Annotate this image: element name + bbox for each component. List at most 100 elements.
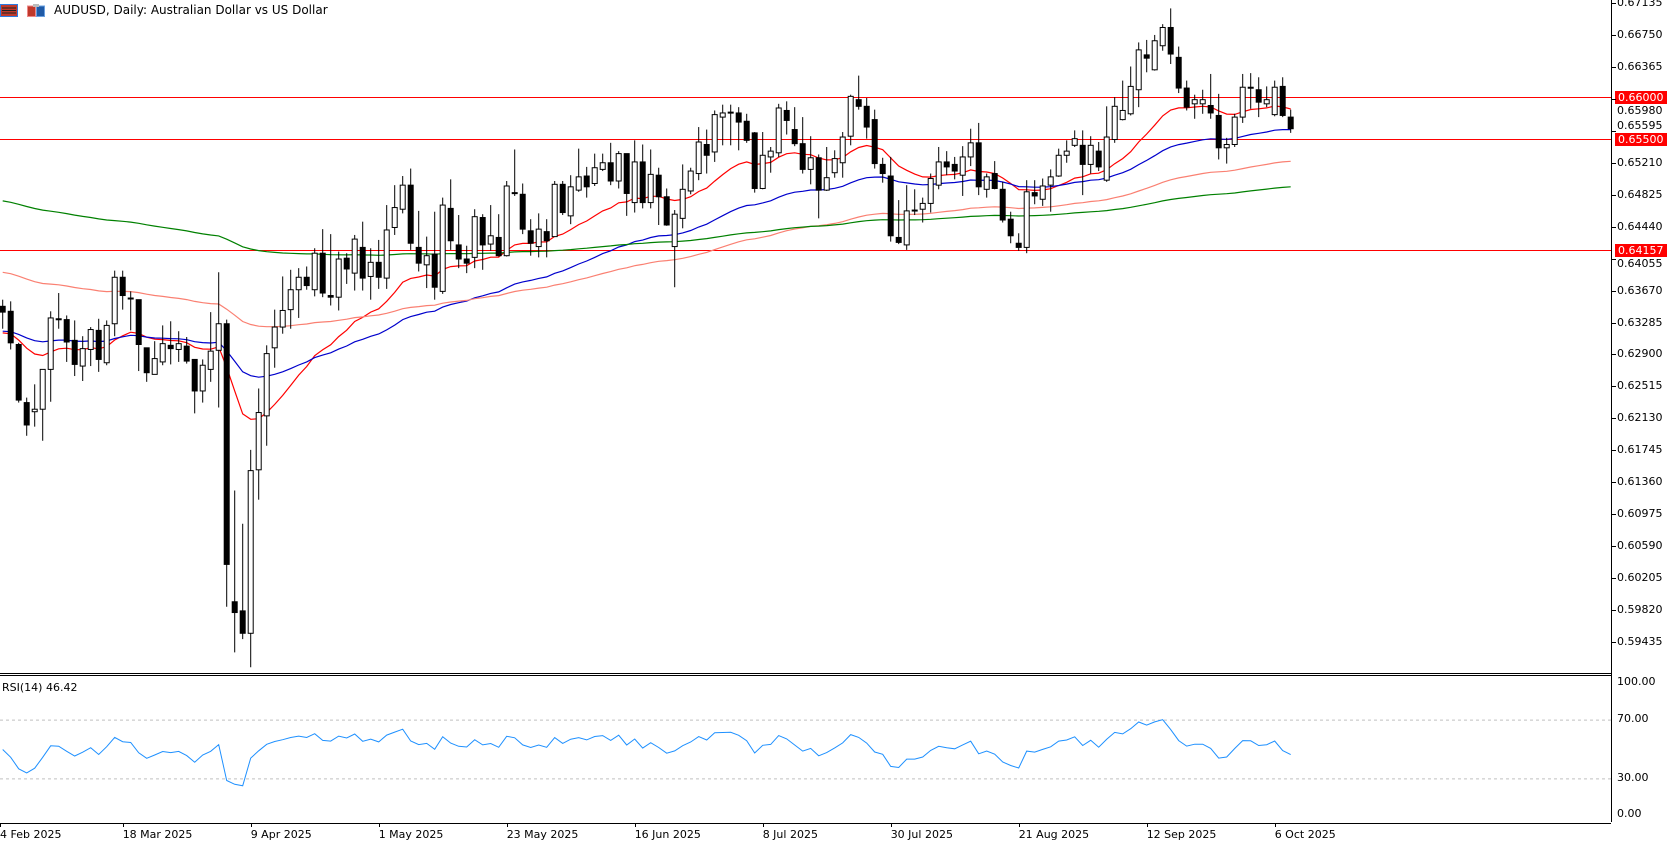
candle[interactable] — [1151, 34, 1158, 71]
candle[interactable] — [807, 136, 814, 185]
candle[interactable] — [367, 248, 374, 300]
candle[interactable] — [751, 132, 758, 193]
candle[interactable] — [479, 214, 486, 270]
candle[interactable] — [7, 301, 14, 350]
candle[interactable] — [1271, 80, 1278, 117]
candle[interactable] — [791, 107, 798, 147]
candle[interactable] — [959, 146, 966, 196]
candle[interactable] — [383, 205, 390, 289]
candle[interactable] — [551, 181, 558, 238]
rsi-pane[interactable]: RSI(14) 46.42 — [0, 675, 1611, 824]
candle[interactable] — [335, 251, 342, 311]
candle[interactable] — [591, 153, 598, 186]
candle[interactable] — [1063, 140, 1070, 163]
candle[interactable] — [911, 189, 918, 216]
candle[interactable] — [679, 164, 686, 229]
candle[interactable] — [311, 248, 318, 297]
candle[interactable] — [1095, 142, 1102, 172]
candle[interactable] — [847, 94, 854, 146]
menu-icon[interactable] — [0, 3, 18, 17]
candle[interactable] — [1007, 211, 1014, 244]
candle[interactable] — [991, 161, 998, 190]
candle[interactable] — [919, 197, 926, 223]
candle[interactable] — [783, 101, 790, 135]
candle[interactable] — [199, 359, 206, 403]
candle[interactable] — [55, 293, 62, 329]
candle[interactable] — [79, 336, 86, 382]
candle[interactable] — [31, 384, 38, 427]
candle[interactable] — [567, 175, 574, 225]
candle[interactable] — [799, 117, 806, 174]
candle[interactable] — [607, 142, 614, 186]
candle[interactable] — [943, 151, 950, 176]
candle[interactable] — [1175, 46, 1182, 94]
candle[interactable] — [1087, 136, 1094, 174]
candle[interactable] — [759, 132, 766, 190]
candle[interactable] — [399, 176, 406, 214]
candle[interactable] — [687, 167, 694, 195]
candle[interactable] — [951, 156, 958, 180]
candle[interactable] — [63, 315, 70, 362]
candle[interactable] — [159, 325, 166, 366]
candle[interactable] — [543, 219, 550, 258]
candle[interactable] — [215, 272, 222, 408]
candle[interactable] — [135, 299, 142, 372]
candle[interactable] — [1135, 42, 1142, 108]
candle[interactable] — [1231, 113, 1238, 147]
candle[interactable] — [1167, 8, 1174, 64]
candle[interactable] — [359, 221, 366, 291]
candle[interactable] — [695, 127, 702, 181]
candle[interactable] — [615, 151, 622, 189]
candle[interactable] — [423, 236, 430, 289]
candle[interactable] — [511, 149, 518, 196]
candle[interactable] — [1015, 233, 1022, 251]
candle[interactable] — [1159, 24, 1166, 51]
candle[interactable] — [719, 104, 726, 146]
candle[interactable] — [1247, 73, 1254, 109]
candle[interactable] — [1111, 97, 1118, 143]
candle[interactable] — [967, 128, 974, 167]
candle[interactable] — [103, 320, 110, 366]
candle[interactable] — [439, 197, 446, 294]
one-click-trading-icon[interactable] — [27, 3, 45, 17]
candle[interactable] — [1279, 77, 1286, 118]
candle[interactable] — [1103, 106, 1110, 182]
candle[interactable] — [535, 213, 542, 258]
candle[interactable] — [1287, 109, 1294, 133]
candle[interactable] — [47, 311, 54, 402]
candle[interactable] — [463, 245, 470, 274]
candle[interactable] — [639, 144, 646, 209]
date-axis[interactable]: 4 Feb 2025 18 Mar 2025 9 Apr 2025 1 May 202… — [0, 823, 1611, 845]
candle[interactable] — [999, 181, 1006, 223]
candle[interactable] — [743, 113, 750, 143]
candle[interactable] — [1263, 86, 1270, 108]
candle[interactable] — [503, 181, 510, 257]
candle[interactable] — [431, 211, 438, 300]
candle[interactable] — [247, 449, 254, 668]
candle[interactable] — [95, 318, 102, 372]
candle[interactable] — [455, 215, 462, 269]
candle[interactable] — [471, 209, 478, 269]
candle[interactable] — [167, 321, 174, 365]
candle[interactable] — [183, 337, 190, 364]
candle[interactable] — [527, 219, 534, 256]
candle[interactable] — [1223, 137, 1230, 164]
candle[interactable] — [855, 75, 862, 110]
candle[interactable] — [519, 183, 526, 235]
candle[interactable] — [87, 327, 94, 367]
candle[interactable] — [127, 291, 134, 331]
candle[interactable] — [319, 229, 326, 298]
candle[interactable] — [1215, 93, 1222, 160]
candle[interactable] — [263, 345, 270, 446]
candle[interactable] — [271, 309, 278, 368]
candle[interactable] — [1127, 66, 1134, 116]
candle[interactable] — [727, 104, 734, 146]
candle[interactable] — [631, 140, 638, 213]
candle[interactable] — [1031, 180, 1038, 205]
candle[interactable] — [15, 342, 22, 403]
candle[interactable] — [575, 148, 582, 192]
candle[interactable] — [1183, 80, 1190, 111]
candle[interactable] — [39, 368, 46, 441]
candle[interactable] — [879, 157, 886, 183]
candle[interactable] — [303, 266, 310, 290]
